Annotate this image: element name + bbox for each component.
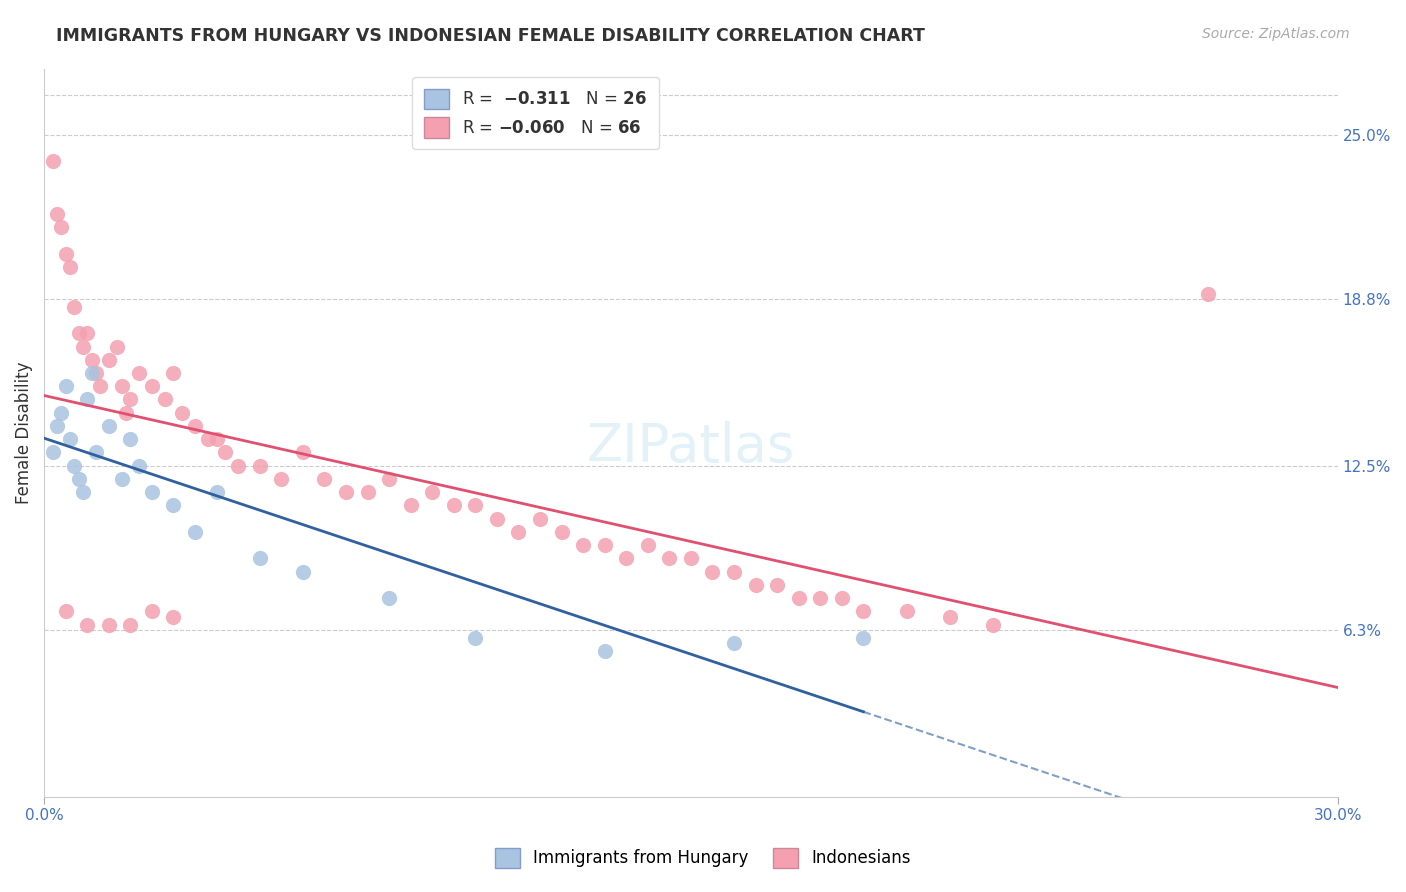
Point (141, 604, 163, 618)
Point (637, 538, 659, 552)
Point (97, 419, 120, 434)
Point (128, 366, 150, 380)
Point (508, 524, 530, 539)
Point (314, 472, 336, 486)
Point (420, 485, 443, 500)
Point (115, 406, 138, 420)
Text: IMMIGRANTS FROM HUNGARY VS INDONESIAN FEMALE DISABILITY CORRELATION CHART: IMMIGRANTS FROM HUNGARY VS INDONESIAN FE… (56, 27, 925, 45)
Point (205, 485, 228, 500)
Point (51, 220, 73, 235)
Point (111, 472, 134, 486)
Point (378, 472, 401, 486)
Point (128, 458, 150, 473)
Legend: Immigrants from Hungary, Indonesians: Immigrants from Hungary, Indonesians (488, 841, 918, 875)
Point (184, 524, 207, 539)
Point (59, 260, 82, 274)
Point (593, 644, 616, 658)
Point (249, 551, 271, 566)
Point (723, 565, 745, 579)
Y-axis label: Female Disability: Female Disability (15, 361, 32, 504)
Point (214, 445, 236, 459)
Point (120, 392, 142, 407)
Point (378, 591, 401, 606)
Point (162, 366, 184, 380)
Point (59, 432, 82, 446)
Point (51, 406, 73, 420)
Point (46, 419, 69, 434)
Point (464, 631, 486, 645)
Point (42, 445, 65, 459)
Point (76, 617, 98, 632)
Point (76, 392, 98, 407)
Point (89, 379, 111, 393)
Point (852, 604, 875, 618)
Point (291, 445, 314, 459)
Point (197, 432, 219, 446)
Point (744, 578, 766, 592)
Point (614, 551, 637, 566)
Point (63, 458, 86, 473)
Point (464, 499, 486, 513)
Point (84, 366, 107, 380)
Text: ZIPatlas: ZIPatlas (586, 421, 796, 473)
Point (72, 340, 94, 354)
Point (107, 340, 129, 354)
Point (226, 458, 249, 473)
Point (63, 300, 86, 314)
Point (76, 326, 98, 341)
Point (529, 511, 551, 525)
Point (141, 485, 163, 500)
Point (55, 604, 77, 618)
Point (97, 352, 120, 367)
Text: Source: ZipAtlas.com: Source: ZipAtlas.com (1202, 27, 1350, 41)
Point (162, 499, 184, 513)
Point (80, 366, 103, 380)
Point (658, 551, 681, 566)
Point (55, 379, 77, 393)
Point (443, 499, 465, 513)
Point (205, 432, 228, 446)
Point (162, 609, 184, 624)
Point (153, 392, 176, 407)
Point (356, 485, 378, 500)
Point (981, 617, 1004, 632)
Point (831, 591, 853, 606)
Point (723, 636, 745, 650)
Point (679, 551, 702, 566)
Point (808, 591, 831, 606)
Point (593, 538, 616, 552)
Point (55, 247, 77, 261)
Point (485, 511, 508, 525)
Point (852, 631, 875, 645)
Point (702, 565, 724, 579)
Point (120, 432, 142, 446)
Point (787, 591, 810, 606)
Point (184, 419, 207, 434)
Point (84, 445, 107, 459)
Legend: R =  $\mathbf{-0.311}$   N = $\mathbf{26}$, R = $\mathbf{-0.060}$   N = $\mathbf: R = $\mathbf{-0.311}$ N = $\mathbf{26}$,… (412, 77, 659, 149)
Point (291, 565, 314, 579)
Point (46, 207, 69, 221)
Point (938, 609, 960, 624)
Point (1197, 286, 1219, 301)
Point (766, 578, 789, 592)
Point (111, 379, 134, 393)
Point (80, 352, 103, 367)
Point (896, 604, 918, 618)
Point (72, 485, 94, 500)
Point (67, 326, 90, 341)
Point (120, 617, 142, 632)
Point (67, 472, 90, 486)
Point (550, 524, 572, 539)
Point (270, 472, 292, 486)
Point (249, 458, 271, 473)
Point (172, 406, 194, 420)
Point (572, 538, 595, 552)
Point (141, 379, 163, 393)
Point (97, 617, 120, 632)
Point (42, 154, 65, 169)
Point (399, 499, 422, 513)
Point (335, 485, 357, 500)
